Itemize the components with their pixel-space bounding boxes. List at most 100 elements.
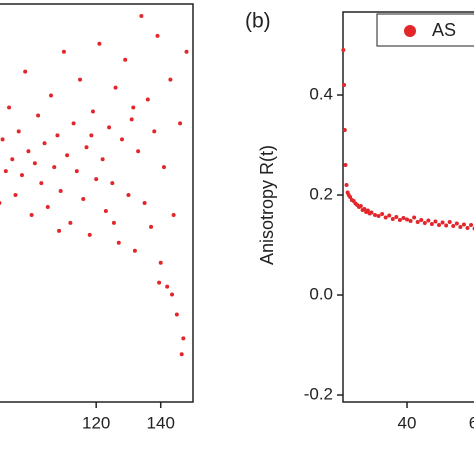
data-point xyxy=(57,228,62,233)
data-point xyxy=(149,224,154,229)
data-point xyxy=(132,248,137,253)
data-point xyxy=(415,220,420,224)
data-point xyxy=(155,33,160,38)
data-point xyxy=(426,218,431,223)
data-point xyxy=(39,181,44,186)
data-point xyxy=(373,213,378,217)
data-point xyxy=(344,183,349,187)
y-axis-label: Anisotropy R(t) xyxy=(257,145,277,265)
data-point xyxy=(383,215,388,220)
data-point xyxy=(42,141,47,146)
data-point xyxy=(165,284,170,289)
plot-frame xyxy=(342,11,474,403)
data-point xyxy=(390,217,395,221)
data-point xyxy=(126,193,131,198)
y-tick-label: -0.2 xyxy=(304,384,333,403)
data-point xyxy=(19,173,24,178)
data-point xyxy=(89,133,94,138)
data-point xyxy=(129,117,134,122)
data-point xyxy=(145,97,150,102)
data-point xyxy=(341,48,346,52)
data-point xyxy=(444,223,449,228)
data-point xyxy=(184,49,189,54)
data-point xyxy=(161,165,166,170)
data-point xyxy=(405,217,410,222)
data-point xyxy=(136,149,141,154)
x-tick-label: 40 xyxy=(398,413,417,432)
data-point xyxy=(358,204,363,208)
data-point xyxy=(380,212,385,216)
data-point xyxy=(422,221,427,225)
data-point xyxy=(408,219,413,223)
data-point xyxy=(158,260,163,265)
data-point xyxy=(152,129,157,134)
data-point xyxy=(412,215,417,220)
data-point xyxy=(170,292,175,297)
legend-label: AS xyxy=(432,20,456,40)
data-point xyxy=(365,208,370,213)
data-point xyxy=(111,220,116,225)
data-point xyxy=(458,225,463,229)
data-point xyxy=(97,41,102,46)
data-point xyxy=(68,220,73,225)
plot-frame xyxy=(0,3,194,403)
data-point xyxy=(87,232,92,237)
data-point xyxy=(440,220,445,225)
legend-box xyxy=(376,13,474,47)
data-point xyxy=(139,13,144,18)
data-point xyxy=(181,336,186,341)
data-point xyxy=(369,210,374,215)
data-point xyxy=(100,157,105,162)
data-point xyxy=(23,69,28,74)
data-point xyxy=(157,280,162,285)
data-point xyxy=(131,105,136,110)
data-point xyxy=(394,215,399,219)
y-tick-label: 0.0 xyxy=(309,284,333,303)
data-point xyxy=(376,214,381,218)
data-point xyxy=(178,121,183,126)
data-point xyxy=(74,169,79,174)
data-point xyxy=(90,109,95,114)
data-point xyxy=(45,204,50,209)
y-tick-label: 0.2 xyxy=(309,184,333,203)
data-point xyxy=(26,149,31,154)
data-point xyxy=(71,121,76,126)
data-point xyxy=(342,83,347,87)
data-point xyxy=(52,165,57,170)
data-point xyxy=(168,77,173,82)
data-point xyxy=(49,93,53,98)
data-point xyxy=(447,220,452,224)
data-point xyxy=(107,125,112,130)
data-point xyxy=(120,137,124,142)
data-point xyxy=(103,208,108,213)
data-point xyxy=(58,189,63,194)
data-point xyxy=(10,157,15,162)
data-point xyxy=(61,49,66,54)
panel-label: (b) xyxy=(245,10,271,33)
data-point xyxy=(110,181,115,186)
data-point xyxy=(36,113,41,118)
data-point xyxy=(113,85,118,90)
data-point xyxy=(0,137,5,142)
data-point xyxy=(81,197,86,202)
data-point xyxy=(123,57,128,62)
data-point xyxy=(94,177,99,182)
data-point xyxy=(3,169,8,174)
data-point xyxy=(419,218,424,222)
data-point xyxy=(29,212,34,217)
data-point xyxy=(16,129,21,134)
data-point xyxy=(142,201,147,205)
data-point xyxy=(437,223,442,227)
legend-marker xyxy=(404,25,416,37)
data-point xyxy=(84,145,89,150)
data-point xyxy=(362,207,367,211)
data-point xyxy=(65,153,70,158)
data-point xyxy=(116,240,121,245)
data-point xyxy=(451,224,456,228)
y-tick-label: 0.4 xyxy=(309,84,333,103)
data-point xyxy=(13,193,18,198)
data-point xyxy=(55,133,60,138)
data-point xyxy=(461,222,466,227)
data-point xyxy=(179,352,184,357)
data-point xyxy=(469,223,474,227)
